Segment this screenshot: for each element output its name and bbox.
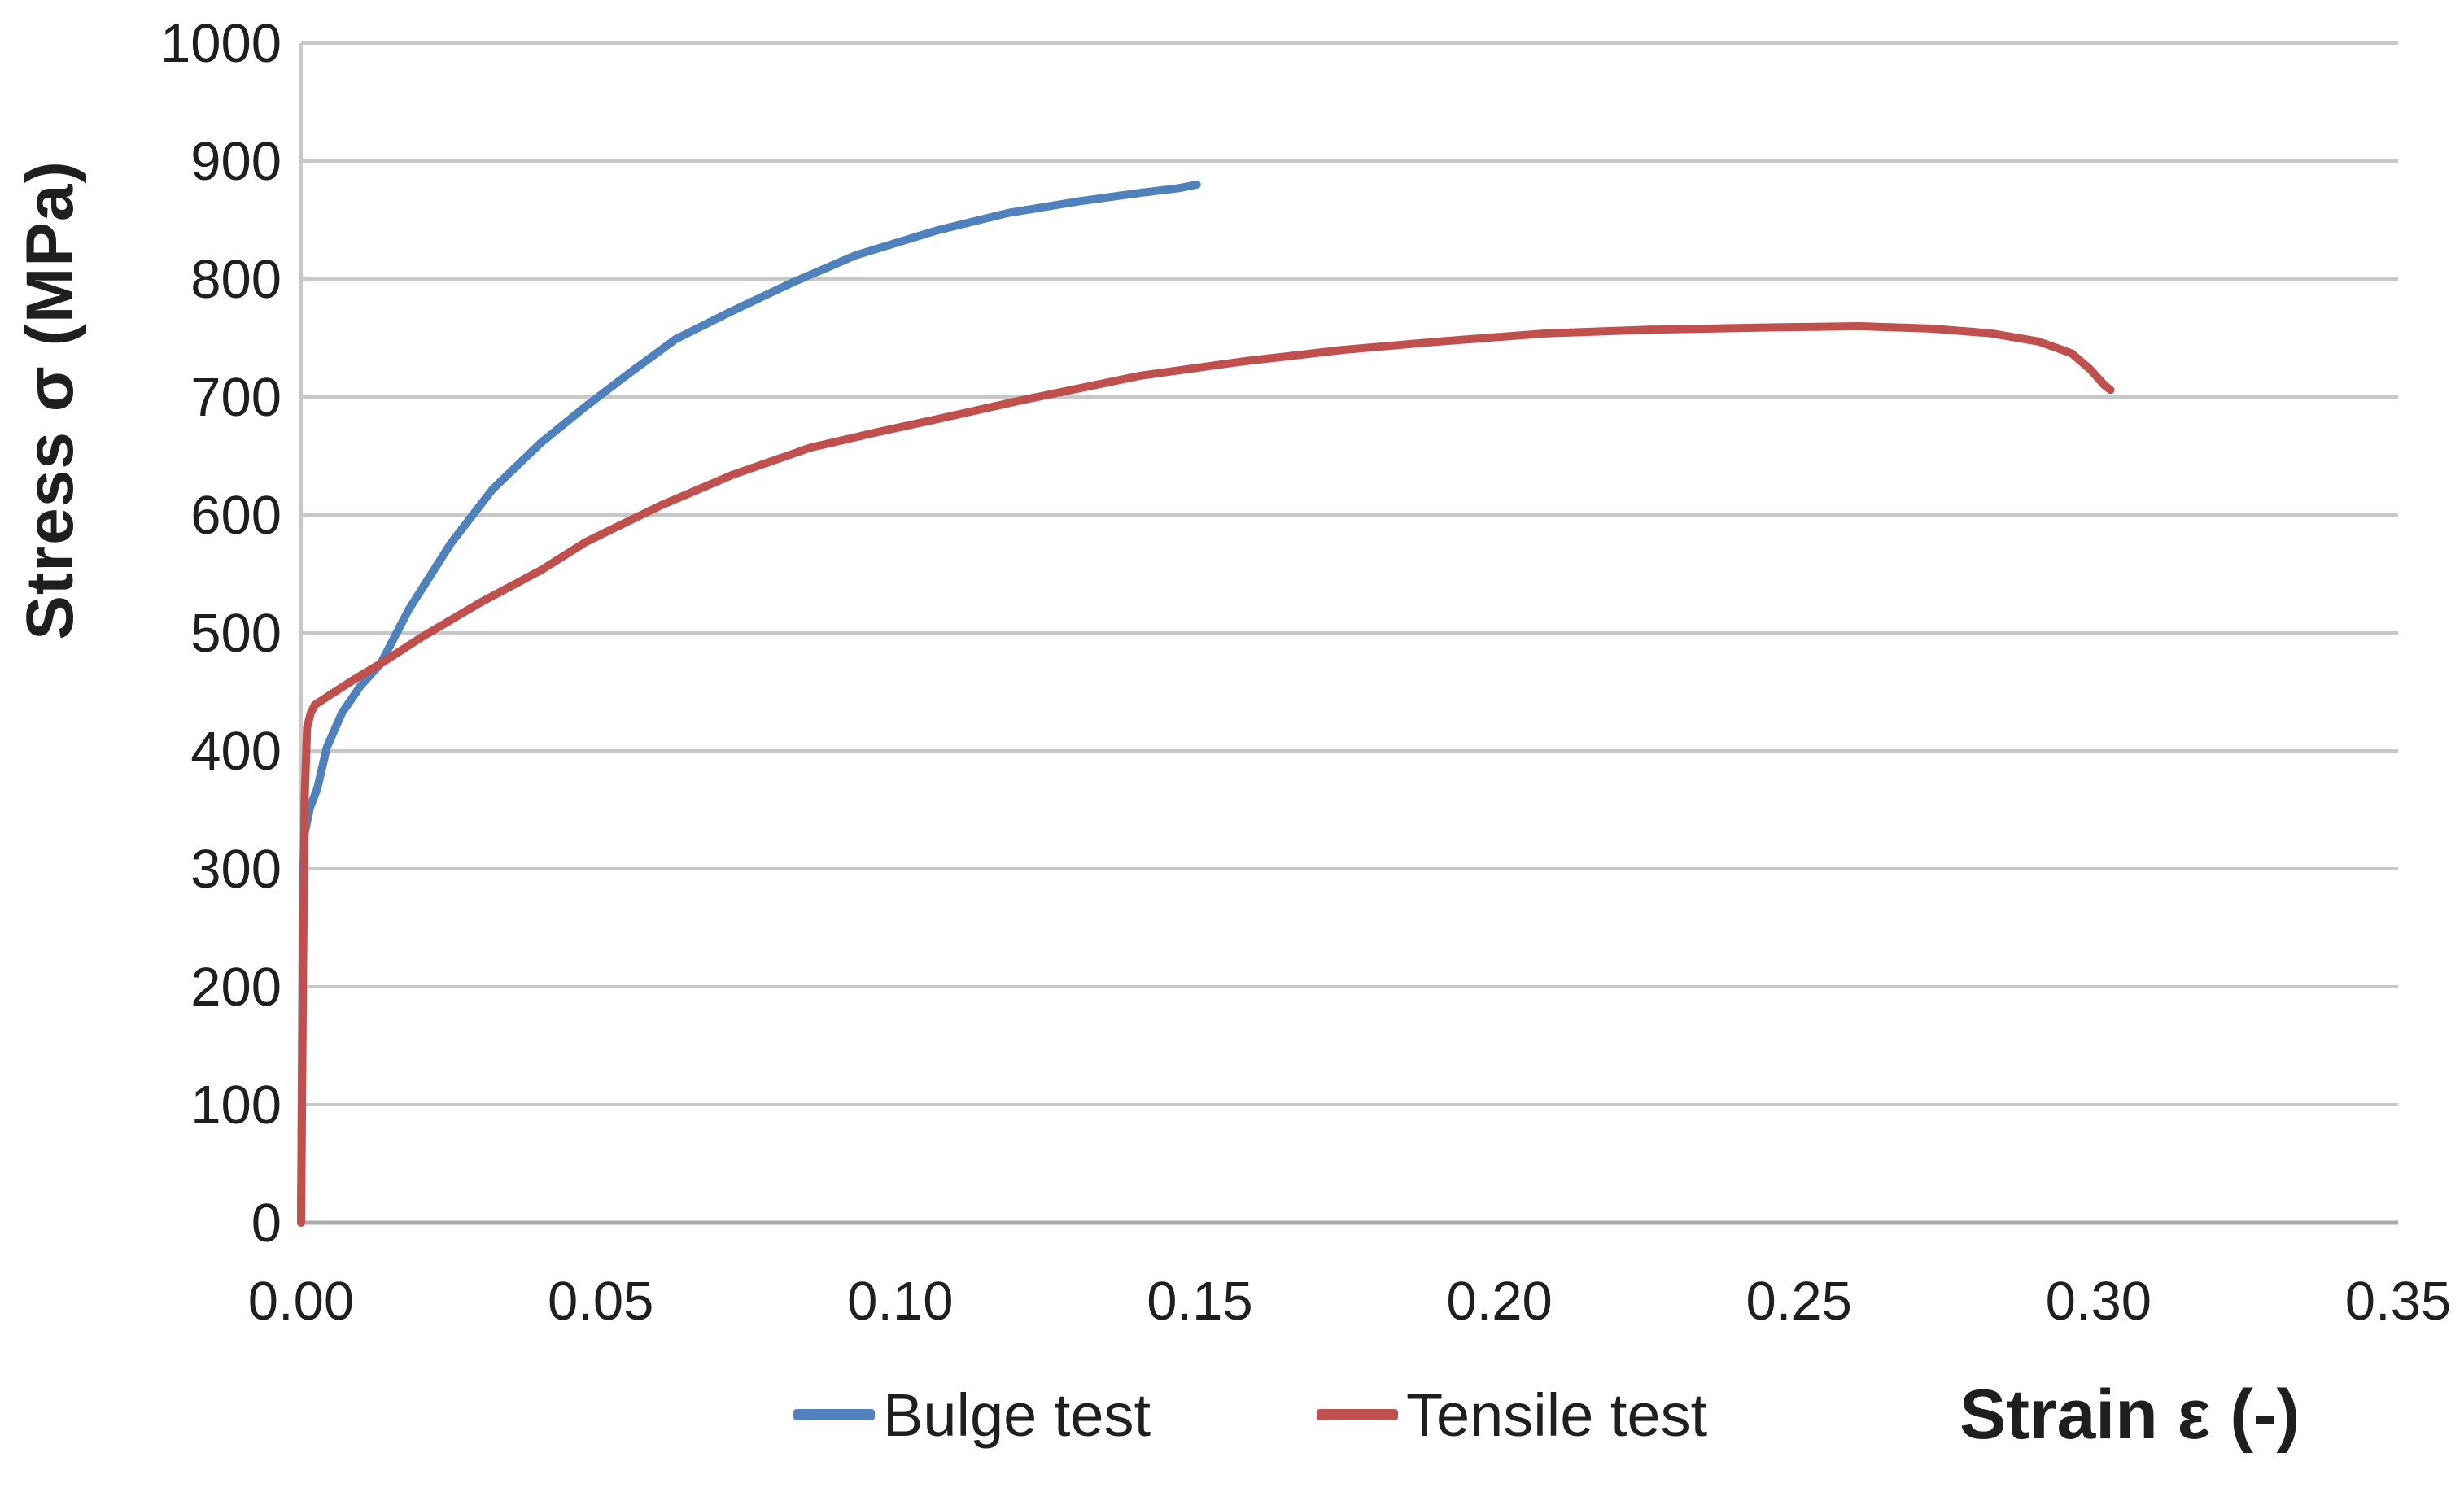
y-tick-label-300: 300 xyxy=(190,839,282,900)
legend-item-tensile-test: Tensile test xyxy=(1317,1379,1707,1451)
tensile-test-legend-marker xyxy=(1317,1409,1398,1420)
x-tick-label-0.10: 0.10 xyxy=(847,1271,953,1332)
y-tick-label-200: 200 xyxy=(190,957,282,1018)
y-tick-label-400: 400 xyxy=(190,721,282,782)
bulge-test-legend-label: Bulge test xyxy=(883,1381,1151,1449)
x-tick-label-0.35: 0.35 xyxy=(2345,1271,2451,1332)
bulge-test-legend-marker xyxy=(793,1409,875,1420)
x-tick-label-0.00: 0.00 xyxy=(248,1271,354,1332)
x-tick-label-0.20: 0.20 xyxy=(1446,1271,1552,1332)
y-tick-label-1000: 1000 xyxy=(160,13,282,74)
y-tick-label-0: 0 xyxy=(251,1193,282,1254)
y-tick-label-900: 900 xyxy=(190,131,282,192)
x-tick-label-0.05: 0.05 xyxy=(548,1271,653,1332)
tensile-test-curve xyxy=(297,322,2115,1227)
x-axis-title: Strain ε (-) xyxy=(1959,1375,2300,1454)
y-tick-label-800: 800 xyxy=(190,249,282,310)
legend-item-bulge-test: Bulge test xyxy=(793,1379,1151,1451)
y-tick-label-600: 600 xyxy=(190,485,282,546)
y-tick-label-100: 100 xyxy=(190,1075,282,1136)
y-tick-label-700: 700 xyxy=(190,367,282,428)
x-tick-label-0.25: 0.25 xyxy=(1746,1271,1852,1332)
x-tick-label-0.15: 0.15 xyxy=(1147,1271,1252,1332)
y-axis-title: Stress σ (MPa) xyxy=(13,160,87,640)
bulge-test-curve xyxy=(297,181,1201,1227)
y-tick-label-500: 500 xyxy=(190,603,282,664)
x-tick-label-0.30: 0.30 xyxy=(2046,1271,2152,1332)
tensile-test-legend-label: Tensile test xyxy=(1406,1381,1708,1449)
